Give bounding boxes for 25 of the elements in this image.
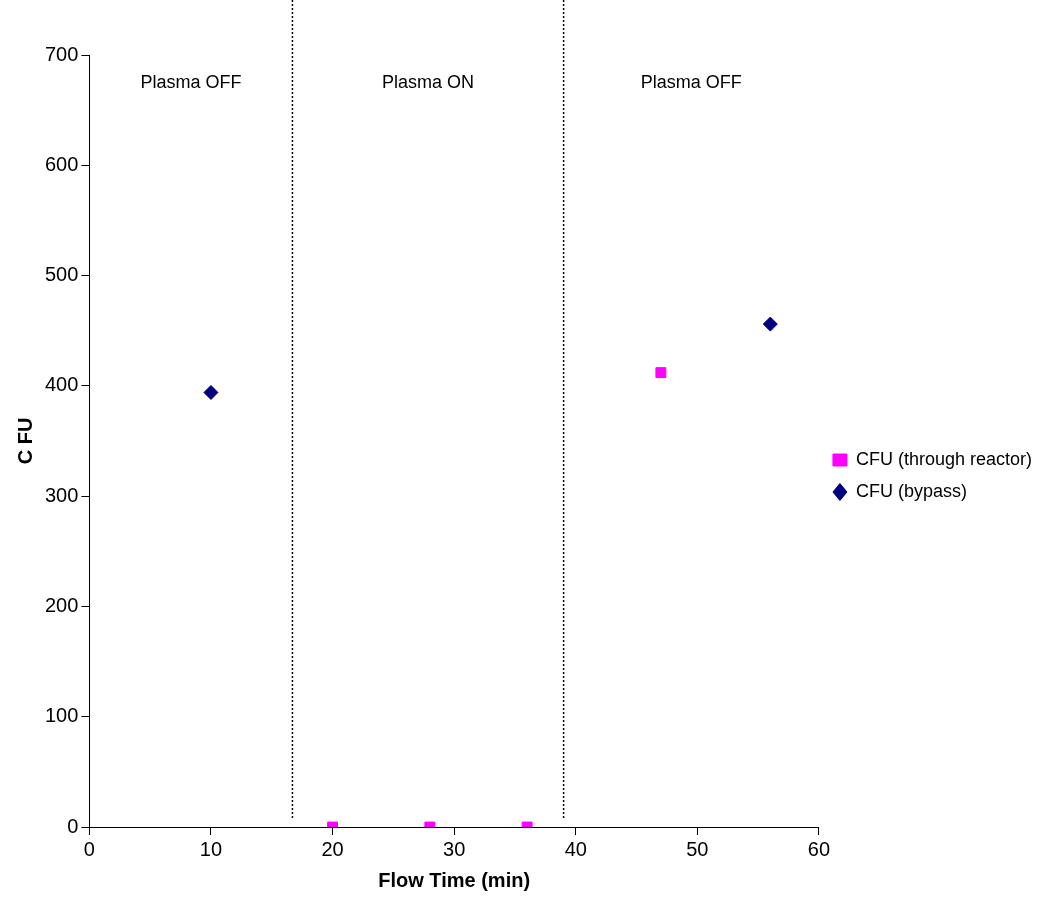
annotation: Plasma OFF [640,71,742,92]
y-tick-label: 500 [44,263,79,286]
y-tick-label: 300 [44,483,79,506]
legend-label: CFU (through reactor) [855,448,1033,469]
x-tick-label: 30 [443,837,466,860]
annotation: Plasma OFF [140,71,242,92]
x-tick-label: 50 [686,837,709,860]
point [762,316,778,332]
point [203,384,219,400]
x-axis-title: Flow Time (min) [378,868,531,891]
y-tick-label: 100 [44,704,79,727]
point [655,367,667,379]
y-tick-label: 600 [44,152,79,175]
x-tick-label: 10 [199,837,223,860]
y-tick-label: 700 [44,42,79,65]
x-tick-label: 60 [807,837,831,860]
x-tick-label: 40 [564,837,587,860]
y-tick-label: 400 [44,373,79,396]
x-tick-label: 20 [321,837,344,860]
y-tick-label: 0 [67,814,79,837]
x-tick-label: 0 [83,837,95,860]
y-axis-title: C FU [13,417,36,465]
legend-label: CFU (bypass) [855,480,967,501]
annotation: Plasma ON [382,71,475,92]
y-tick-label: 200 [44,593,79,616]
